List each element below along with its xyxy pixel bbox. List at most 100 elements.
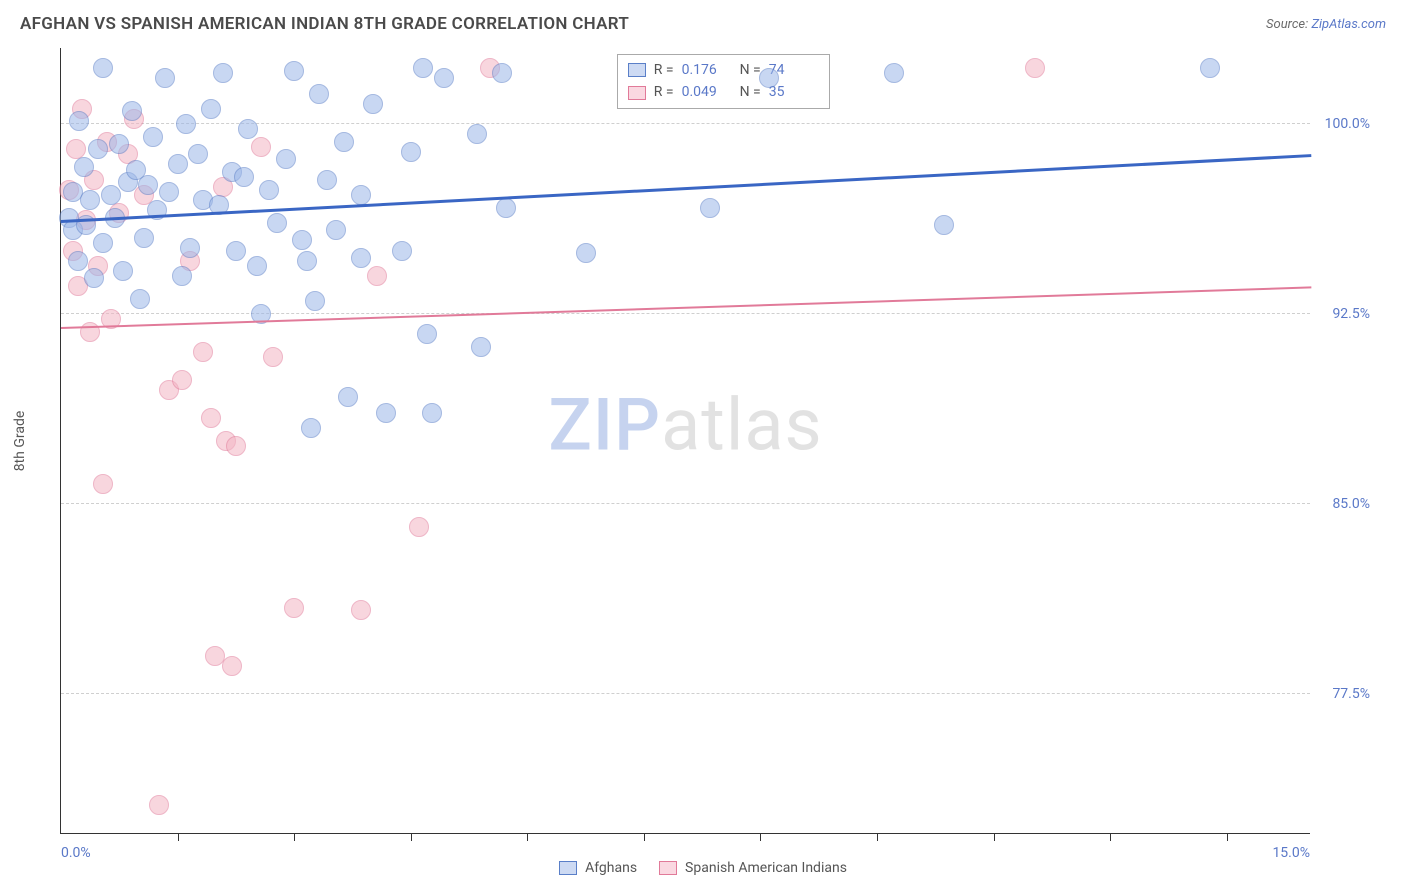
- r-value-afghans: 0.176: [682, 59, 732, 81]
- data-point-afghans: [496, 198, 516, 218]
- data-point-afghans: [80, 190, 100, 210]
- data-point-afghans: [392, 241, 412, 261]
- r-label: R =: [654, 81, 674, 103]
- attribution-prefix: Source:: [1266, 17, 1311, 32]
- data-point-afghans: [113, 261, 133, 281]
- trend-line-blue: [61, 154, 1311, 222]
- data-point-afghans: [884, 63, 904, 83]
- data-point-spanish: [351, 600, 371, 620]
- data-point-afghans: [351, 248, 371, 268]
- data-point-afghans: [234, 167, 254, 187]
- x-tick: [760, 833, 761, 841]
- data-point-spanish: [409, 517, 429, 537]
- y-tick-label: 92.5%: [1314, 306, 1370, 322]
- legend-swatch-pink: [659, 861, 677, 875]
- x-tick: [411, 833, 412, 841]
- legend-item-afghans: Afghans: [559, 860, 637, 876]
- r-value-spanish: 0.049: [682, 81, 732, 103]
- data-point-afghans: [413, 58, 433, 78]
- data-point-spanish: [93, 474, 113, 494]
- data-point-afghans: [434, 68, 454, 88]
- data-point-spanish: [222, 656, 242, 676]
- data-point-afghans: [259, 180, 279, 200]
- data-point-afghans: [471, 337, 491, 357]
- data-point-afghans: [338, 387, 358, 407]
- data-point-afghans: [180, 238, 200, 258]
- data-point-afghans: [159, 182, 179, 202]
- data-point-afghans: [297, 251, 317, 271]
- data-point-afghans: [201, 99, 221, 119]
- data-point-afghans: [284, 61, 304, 81]
- y-tick-label: 85.0%: [1314, 496, 1370, 512]
- data-point-spanish: [172, 370, 192, 390]
- x-tick-label: 0.0%: [61, 845, 91, 861]
- trend-line-pink: [61, 286, 1311, 329]
- watermark-part1: ZIP: [548, 382, 661, 467]
- data-point-afghans: [109, 134, 129, 154]
- data-point-afghans: [417, 324, 437, 344]
- x-tick-label: 15.0%: [1272, 845, 1310, 861]
- data-point-afghans: [305, 291, 325, 311]
- x-tick: [178, 833, 179, 841]
- n-label: N =: [740, 81, 761, 103]
- data-point-afghans: [172, 266, 192, 286]
- data-point-afghans: [130, 289, 150, 309]
- data-point-afghans: [69, 111, 89, 131]
- data-point-spanish: [149, 795, 169, 815]
- x-tick: [1110, 833, 1111, 841]
- data-point-spanish: [193, 342, 213, 362]
- y-tick-label: 77.5%: [1314, 686, 1370, 702]
- data-point-afghans: [122, 101, 142, 121]
- attribution-source: ZipAtlas.com: [1311, 17, 1386, 32]
- data-point-spanish: [1025, 58, 1045, 78]
- legend-swatch-pink: [628, 86, 646, 100]
- data-point-afghans: [351, 185, 371, 205]
- data-point-afghans: [700, 198, 720, 218]
- data-point-afghans: [247, 256, 267, 276]
- data-point-spanish: [263, 347, 283, 367]
- data-point-afghans: [759, 68, 779, 88]
- chart-title: AFGHAN VS SPANISH AMERICAN INDIAN 8TH GR…: [20, 14, 629, 34]
- x-tick: [994, 833, 995, 841]
- x-tick: [1227, 833, 1228, 841]
- data-point-spanish: [80, 322, 100, 342]
- data-point-afghans: [74, 157, 94, 177]
- chart-area: 8th Grade ZIPatlas R = 0.176 N = 74 R = …: [60, 48, 1370, 834]
- series-legend: Afghans Spanish American Indians: [0, 860, 1406, 876]
- gridline-horizontal: [61, 693, 1310, 694]
- data-point-afghans: [292, 230, 312, 250]
- data-point-afghans: [422, 403, 442, 423]
- data-point-afghans: [93, 58, 113, 78]
- data-point-afghans: [309, 84, 329, 104]
- data-point-afghans: [134, 228, 154, 248]
- data-point-afghans: [492, 63, 512, 83]
- y-tick-label: 100.0%: [1314, 116, 1370, 132]
- x-tick: [644, 833, 645, 841]
- watermark: ZIPatlas: [548, 382, 822, 467]
- x-tick: [877, 833, 878, 841]
- data-point-afghans: [401, 142, 421, 162]
- data-point-afghans: [84, 268, 104, 288]
- data-point-spanish: [251, 137, 271, 157]
- attribution: Source: ZipAtlas.com: [1266, 17, 1386, 32]
- legend-row-afghans: R = 0.176 N = 74: [628, 59, 819, 81]
- legend-label-afghans: Afghans: [585, 860, 637, 876]
- data-point-afghans: [155, 68, 175, 88]
- data-point-afghans: [138, 175, 158, 195]
- data-point-afghans: [93, 233, 113, 253]
- data-point-afghans: [267, 213, 287, 233]
- watermark-part2: atlas: [661, 382, 823, 467]
- data-point-afghans: [334, 132, 354, 152]
- data-point-afghans: [317, 170, 337, 190]
- data-point-afghans: [88, 139, 108, 159]
- gridline-horizontal: [61, 313, 1310, 314]
- data-point-afghans: [68, 251, 88, 271]
- r-label: R =: [654, 59, 674, 81]
- data-point-afghans: [176, 114, 196, 134]
- legend-label-spanish: Spanish American Indians: [685, 860, 847, 876]
- data-point-afghans: [467, 124, 487, 144]
- correlation-legend-box: R = 0.176 N = 74 R = 0.049 N = 35: [617, 54, 830, 109]
- data-point-afghans: [326, 220, 346, 240]
- data-point-afghans: [363, 94, 383, 114]
- data-point-spanish: [226, 436, 246, 456]
